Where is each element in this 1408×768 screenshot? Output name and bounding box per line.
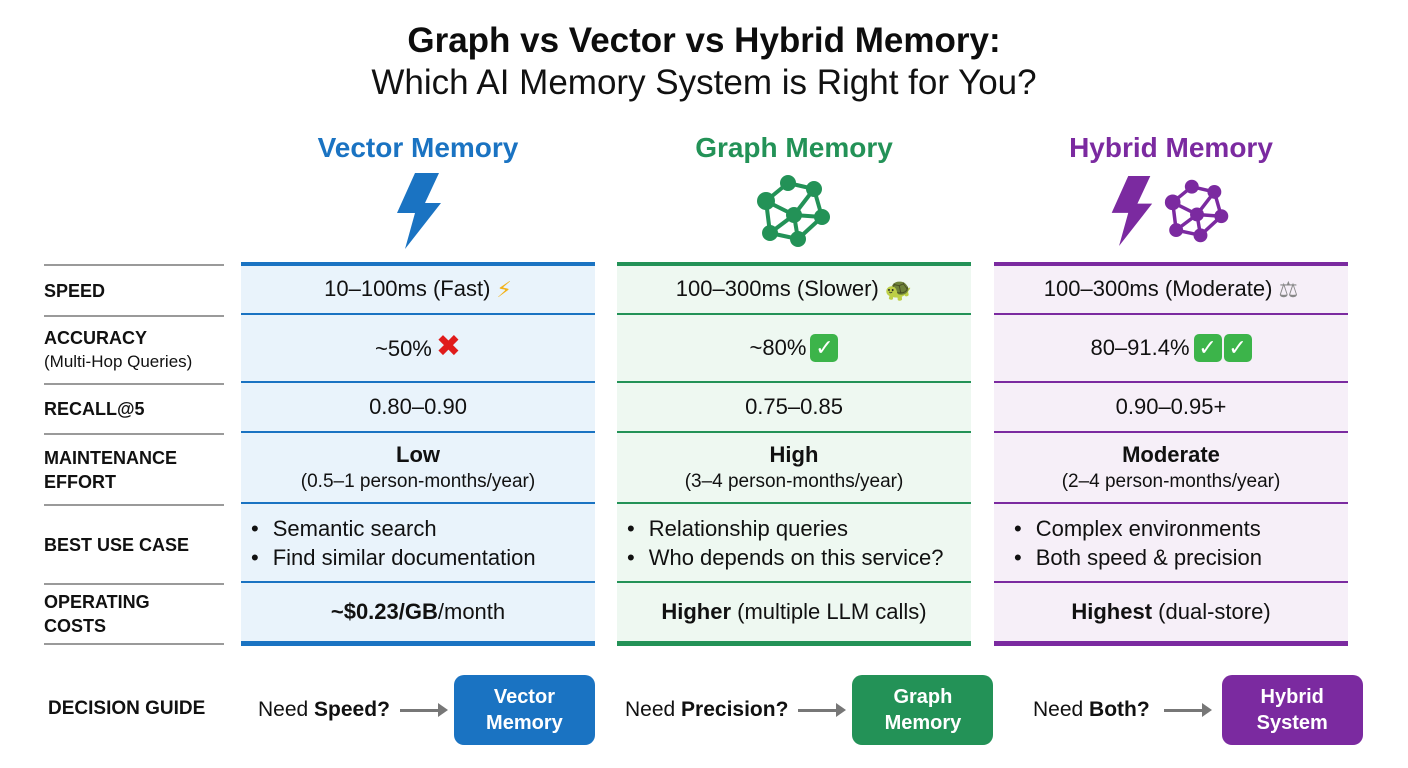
hybrid-maintenance: Moderate (2–4 person-months/year) bbox=[994, 433, 1348, 504]
row-label-accuracy: ACCURACY (Multi-Hop Queries) bbox=[44, 315, 224, 383]
lightning-bolt-icon bbox=[1111, 176, 1153, 246]
arrow-right-icon bbox=[1163, 702, 1212, 717]
check-mark-icon: ✓ bbox=[810, 334, 839, 362]
row-label-speed: SPEED bbox=[44, 264, 224, 315]
check-mark-icon: ✓ bbox=[1193, 334, 1222, 362]
decision-hybrid: Need Both? Hybrid System bbox=[1033, 675, 1363, 745]
vector-column: 10–100ms (Fast) ⚡ ~50% ✖ 0.80–0.90 Low (0.… bbox=[241, 262, 595, 646]
vector-maintenance: Low (0.5–1 person-months/year) bbox=[241, 433, 595, 504]
vector-header: Vector Memory bbox=[241, 130, 595, 256]
cross-mark-icon: ✖ bbox=[435, 330, 462, 363]
graph-memory-button[interactable]: Graph Memory bbox=[852, 675, 994, 745]
list-item: • Find similar documentation bbox=[251, 544, 536, 570]
network-graph-icon bbox=[757, 175, 830, 247]
network-graph-icon bbox=[1164, 179, 1229, 243]
lightning-bolt-icon bbox=[397, 173, 441, 249]
list-item: • Both speed & precision bbox=[1014, 544, 1262, 570]
hybrid-accuracy: 80–91.4% ✓ ✓ bbox=[994, 315, 1348, 383]
graph-accuracy: ~80% ✓ bbox=[617, 315, 971, 383]
list-item: • Relationship queries bbox=[627, 515, 849, 541]
arrow-right-icon bbox=[399, 702, 448, 717]
hybrid-costs: Highest (dual-store) bbox=[1071, 599, 1271, 624]
vector-recall: 0.80–0.90 bbox=[241, 383, 595, 433]
page-title: Graph vs Vector vs Hybrid Memory: Which … bbox=[0, 20, 1408, 104]
title-line-1: Graph vs Vector vs Hybrid Memory: bbox=[407, 21, 1001, 60]
balance-scale-icon: ⚖ bbox=[1278, 277, 1299, 303]
hybrid-column: 100–300ms (Moderate) ⚖ 80–91.4% ✓ ✓ 0.90–0.… bbox=[994, 262, 1348, 646]
lightning-emoji-icon: ⚡ bbox=[496, 277, 512, 303]
row-label-recall: RECALL@5 bbox=[44, 383, 224, 433]
vector-use-cases: • Semantic search • Find similar documenta… bbox=[241, 504, 595, 583]
title-line-2: Which AI Memory System is Right for You? bbox=[371, 63, 1037, 102]
graph-column: 100–300ms (Slower) 🐢 ~80% ✓ 0.75–0.85 High… bbox=[617, 262, 971, 646]
graph-recall: 0.75–0.85 bbox=[617, 383, 971, 433]
list-item: • Who depends on this service? bbox=[627, 544, 944, 570]
arrow-right-icon bbox=[798, 702, 847, 717]
hybrid-recall: 0.90–0.95+ bbox=[994, 383, 1348, 433]
hybrid-speed: 100–300ms (Moderate) ⚖ bbox=[994, 266, 1348, 315]
lightning-and-network-icon bbox=[994, 166, 1348, 256]
graph-costs: Higher (multiple LLM calls) bbox=[661, 599, 927, 624]
check-mark-icon: ✓ bbox=[1223, 334, 1252, 362]
list-item: • Complex environments bbox=[1014, 515, 1261, 541]
decision-graph: Need Precision? Graph Memory bbox=[625, 675, 994, 745]
hybrid-title: Hybrid Memory bbox=[1069, 132, 1273, 163]
vector-costs: ~$0.23/GB/month bbox=[330, 599, 506, 624]
graph-title: Graph Memory bbox=[695, 132, 893, 163]
vector-title: Vector Memory bbox=[317, 132, 519, 163]
decision-vector: Need Speed? Vector Memory bbox=[258, 675, 595, 745]
vector-memory-button[interactable]: Vector Memory bbox=[453, 675, 595, 745]
decision-guide-label: DECISION GUIDE bbox=[48, 698, 206, 719]
row-label-use-case: BEST USE CASE bbox=[44, 504, 224, 583]
row-label-maintenance: MAINTENANCE EFFORT bbox=[44, 433, 224, 504]
graph-speed: 100–300ms (Slower) 🐢 bbox=[617, 266, 971, 315]
row-labels: SPEED ACCURACY (Multi-Hop Queries) RECAL… bbox=[44, 264, 224, 645]
turtle-emoji-icon: 🐢 bbox=[884, 277, 913, 303]
hybrid-system-button[interactable]: Hybrid System bbox=[1221, 675, 1363, 745]
hybrid-use-cases: • Complex environments • Both speed & prec… bbox=[994, 504, 1348, 583]
graph-header: Graph Memory bbox=[617, 130, 971, 256]
row-label-costs: OPERATING COSTS bbox=[44, 583, 224, 643]
vector-accuracy: ~50% ✖ bbox=[241, 315, 595, 383]
vector-speed: 10–100ms (Fast) ⚡ bbox=[241, 266, 595, 315]
list-item: • Semantic search bbox=[251, 515, 437, 541]
hybrid-header: Hybrid Memory bbox=[994, 130, 1348, 256]
graph-maintenance: High (3–4 person-months/year) bbox=[617, 433, 971, 504]
graph-use-cases: • Relationship queries • Who depends on th… bbox=[617, 504, 971, 583]
